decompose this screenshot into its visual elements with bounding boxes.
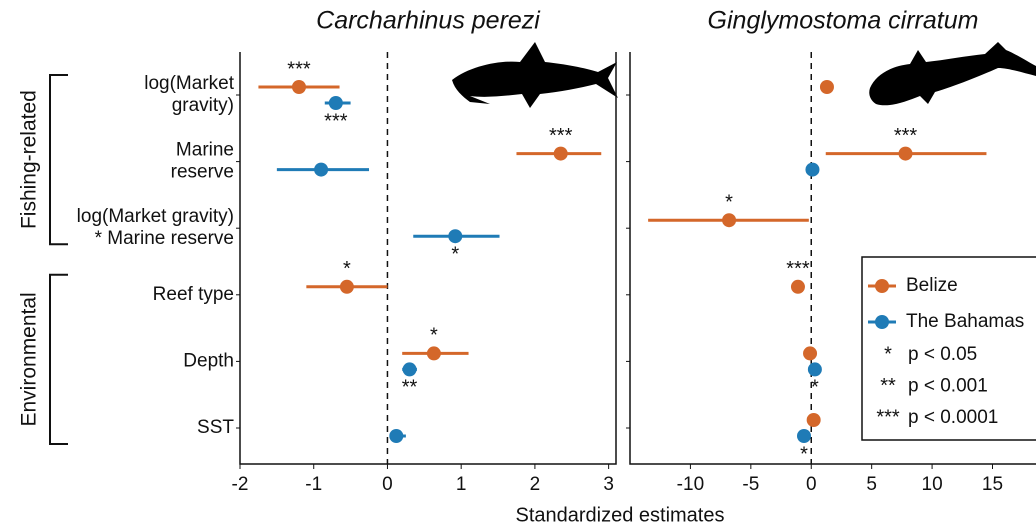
legend-note: p < 0.001 — [908, 376, 988, 397]
estimate-point — [553, 146, 568, 161]
estimate-point — [805, 162, 820, 177]
estimate-point — [339, 279, 354, 294]
legend-swatch — [875, 279, 889, 293]
group-label: Environmental — [18, 292, 41, 426]
legend-note: p < 0.0001 — [908, 407, 998, 428]
legend-swatch — [875, 315, 889, 329]
y-tick-label: reserve — [171, 162, 234, 183]
estimate-point — [806, 413, 821, 427]
x-tick-label: -5 — [742, 474, 759, 495]
axis-frame — [629, 52, 1036, 465]
significance-label: *** — [786, 258, 810, 280]
estimate-point — [819, 80, 834, 94]
y-tick-label: log(Market — [144, 73, 234, 94]
significance-label: * — [343, 258, 351, 280]
significance-label: * — [451, 243, 459, 265]
legend-symbol: ** — [880, 375, 896, 397]
significance-label: *** — [549, 125, 573, 147]
significance-label: * — [811, 377, 819, 399]
estimate-point — [790, 279, 805, 294]
x-tick-label: 0 — [806, 474, 817, 495]
y-tick-label: Depth — [183, 350, 234, 371]
significance-label: *** — [287, 58, 311, 80]
legend-label: The Bahamas — [906, 311, 1024, 332]
shark-icon — [452, 42, 618, 108]
group-bracket — [49, 273, 68, 445]
estimate-point — [803, 346, 818, 361]
x-tick-label: -1 — [305, 474, 322, 495]
axis-frame — [239, 52, 617, 465]
significance-label: *** — [324, 110, 348, 132]
legend-symbol: *** — [876, 406, 900, 428]
estimate-point — [722, 213, 737, 228]
significance-label: *** — [894, 125, 918, 147]
y-tick-label: Marine — [176, 140, 234, 161]
estimate-point — [426, 346, 441, 361]
significance-label: * — [725, 191, 733, 213]
significance-label: * — [430, 325, 438, 347]
panel-title: Carcharhinus perezi — [316, 7, 541, 35]
significance-label: ** — [402, 377, 418, 399]
x-tick-label: -2 — [232, 474, 249, 495]
estimate-point — [797, 429, 811, 443]
x-tick-label: 2 — [530, 474, 541, 495]
legend-label: Belize — [906, 275, 958, 296]
x-tick-label: 15 — [982, 474, 1003, 495]
x-tick-label: 0 — [382, 474, 393, 495]
estimate-point — [402, 362, 417, 377]
estimate-point — [448, 229, 463, 244]
estimate-point — [328, 96, 343, 110]
shark-icon — [869, 42, 1036, 106]
estimate-point — [807, 362, 822, 377]
x-tick-label: 3 — [603, 474, 614, 495]
significance-label: * — [800, 443, 808, 465]
x-tick-label: 10 — [922, 474, 943, 495]
y-tick-label: Reef type — [153, 284, 234, 305]
legend-symbol: * — [884, 343, 892, 365]
estimate-point — [314, 162, 329, 177]
x-tick-label: 1 — [456, 474, 467, 495]
y-tick-label: SST — [197, 417, 234, 438]
y-tick-label: gravity) — [172, 95, 234, 116]
legend-note: p < 0.05 — [908, 344, 977, 365]
x-tick-label: 5 — [866, 474, 877, 495]
estimate-point — [389, 429, 404, 443]
estimate-point — [898, 146, 913, 161]
group-bracket — [49, 74, 68, 246]
estimate-point — [291, 80, 306, 94]
y-tick-label: log(Market gravity) — [77, 206, 234, 227]
panel-title: Ginglymostoma cirratum — [708, 7, 979, 35]
y-tick-label: * Marine reserve — [95, 228, 234, 249]
x-axis-label: Standardized estimates — [515, 504, 724, 526]
x-tick-label: -10 — [677, 474, 704, 495]
group-label: Fishing-related — [18, 90, 41, 229]
